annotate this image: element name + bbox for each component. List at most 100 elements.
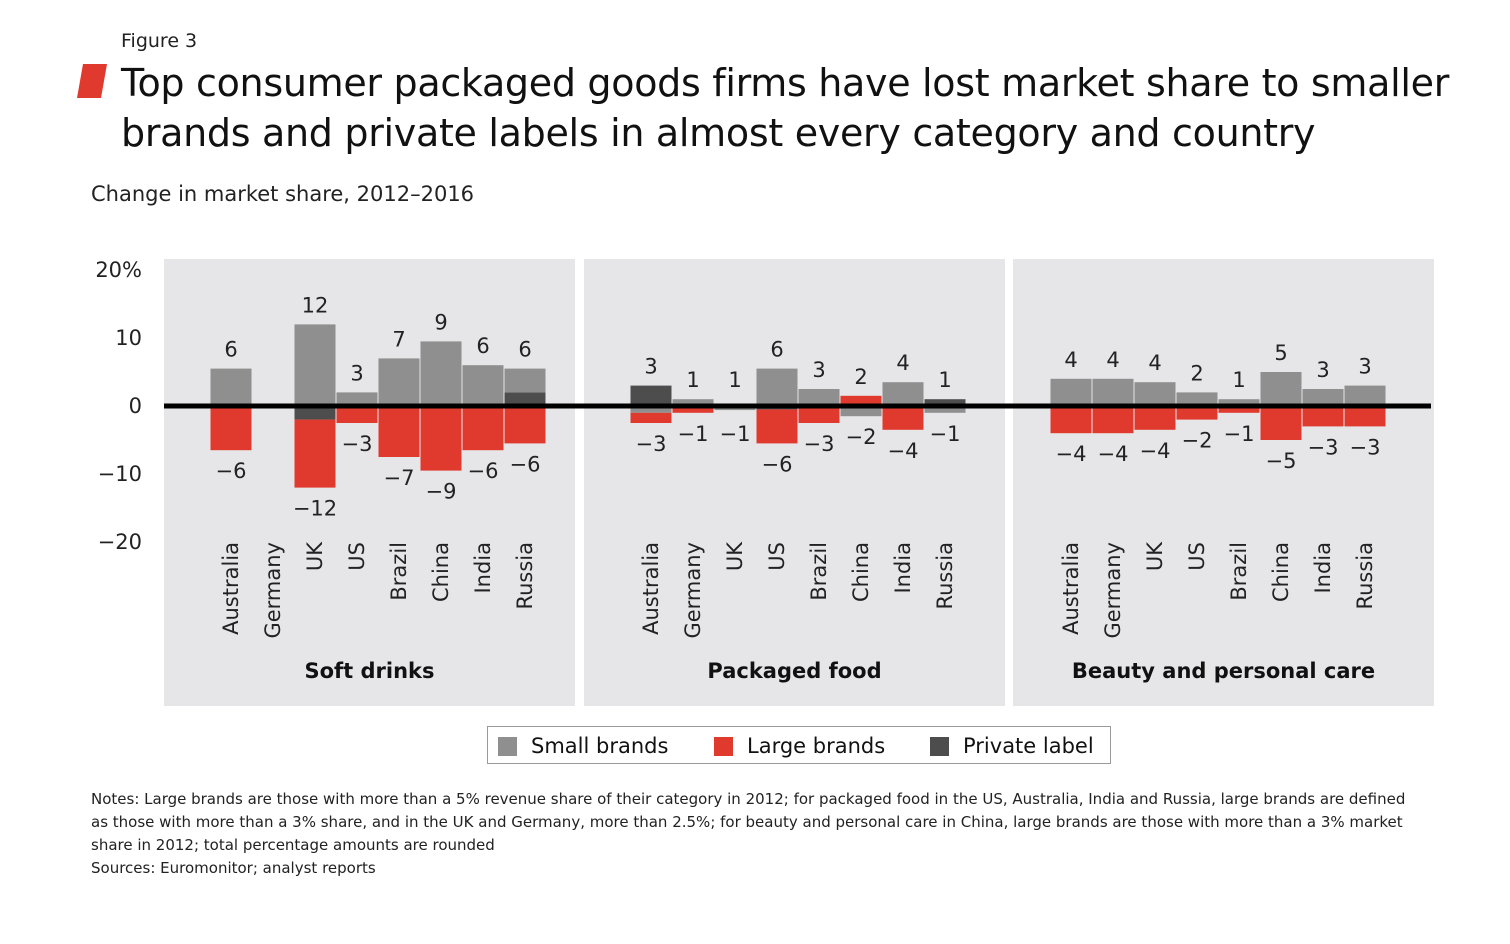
data-label-bottom: −3 — [804, 432, 835, 456]
notes-text: Notes: Large brands are those with more … — [91, 790, 1406, 854]
bar-small-india — [462, 365, 504, 406]
data-label-bottom: −1 — [678, 422, 709, 446]
bar-small-russia — [1344, 385, 1386, 406]
data-label-bottom: −1 — [930, 422, 961, 446]
legend-swatch-small-brands — [498, 736, 517, 756]
data-label-top: 4 — [896, 351, 909, 375]
data-label-bottom: −3 — [1308, 435, 1339, 459]
bar-private-russia — [924, 399, 966, 406]
x-tick-label-country: China — [849, 542, 873, 602]
data-label-bottom: −5 — [1266, 449, 1297, 473]
data-label-top: 12 — [302, 293, 329, 317]
bar-small-uk — [1134, 382, 1176, 406]
data-label-top: 1 — [1232, 368, 1245, 392]
sources-text: Sources: Euromonitor; analyst reports — [91, 859, 376, 877]
legend-item-large-brands: Large brands — [714, 732, 885, 760]
data-label-top: 4 — [1064, 348, 1077, 372]
bar-small-china — [1260, 372, 1302, 406]
x-tick-label-country: Germany — [681, 542, 705, 639]
bar-large-india — [882, 406, 924, 430]
x-tick-label-country: Brazil — [807, 542, 831, 601]
bar-private-russia — [504, 392, 546, 406]
data-label-bottom: −6 — [216, 459, 247, 483]
data-label-bottom: −3 — [342, 432, 373, 456]
data-label-top: 3 — [350, 361, 363, 385]
legend-item-private-label: Private label — [930, 732, 1094, 760]
bar-small-us — [1176, 392, 1218, 406]
data-label-top: 3 — [812, 358, 825, 382]
data-label-bottom: −3 — [636, 432, 667, 456]
bar-small-us — [756, 368, 798, 406]
x-tick-label-country: Brazil — [1227, 542, 1251, 601]
data-label-top: 4 — [1148, 351, 1161, 375]
x-tick-label-country: US — [1185, 542, 1209, 571]
data-label-top: 6 — [518, 338, 531, 362]
data-label-top: 1 — [938, 368, 951, 392]
data-label-bottom: −7 — [384, 466, 415, 490]
data-label-top: 4 — [1106, 348, 1119, 372]
data-label-bottom: −6 — [510, 452, 541, 476]
x-tick-label-country: Australia — [219, 542, 243, 635]
data-label-bottom: −6 — [468, 459, 499, 483]
data-label-top: 6 — [770, 338, 783, 362]
figure-label: Figure 3 — [121, 30, 198, 52]
legend-label-small-brands: Small brands — [531, 734, 669, 758]
bar-large-brazil — [798, 406, 840, 423]
data-label-bottom: −3 — [1350, 435, 1381, 459]
bar-large-us — [756, 409, 798, 444]
data-label-bottom: −6 — [762, 452, 793, 476]
x-tick-label-country: Australia — [639, 542, 663, 635]
bar-large-brazil — [378, 406, 420, 457]
x-tick-label-country: Germany — [261, 542, 285, 639]
panel-background-1 — [164, 259, 575, 706]
bar-small-australia — [210, 368, 252, 406]
data-label-top: 6 — [476, 334, 489, 358]
data-label-top: 2 — [1190, 361, 1203, 385]
data-label-top: 1 — [686, 368, 699, 392]
bar-private-uk — [294, 406, 336, 420]
y-tick-label: −10 — [98, 462, 142, 486]
y-tick-label: 0 — [129, 394, 142, 418]
data-label-top: 1 — [728, 368, 741, 392]
x-tick-label-country: UK — [723, 541, 747, 571]
bar-small-germany — [1092, 378, 1134, 406]
data-label-bottom: −9 — [426, 480, 457, 504]
x-tick-label-country: Brazil — [387, 542, 411, 601]
legend-item-small-brands: Small brands — [498, 732, 668, 760]
bar-small-brazil — [1218, 399, 1260, 406]
data-label-bottom: −2 — [1182, 429, 1213, 453]
bar-small-brazil — [378, 358, 420, 406]
data-label-top: 3 — [644, 355, 657, 379]
x-tick-label-country: China — [429, 542, 453, 602]
data-label-bottom: −4 — [1098, 442, 1129, 466]
panel-title: Beauty and personal care — [1072, 659, 1375, 683]
bar-large-india — [1302, 406, 1344, 427]
bar-large-china — [1260, 406, 1302, 440]
bar-small-germany — [672, 399, 714, 406]
bar-small-russia — [504, 368, 546, 393]
bar-large-russia — [1344, 406, 1386, 427]
bar-large-us — [336, 406, 378, 423]
x-tick-label-country: UK — [1143, 541, 1167, 571]
bar-large-china — [840, 395, 882, 406]
data-label-bottom: −1 — [1224, 422, 1255, 446]
bar-large-brazil — [1218, 406, 1260, 413]
chart-title: Top consumer packaged goods firms have l… — [121, 61, 1450, 155]
bar-large-uk — [1134, 406, 1176, 430]
panel-background-2 — [584, 259, 1005, 706]
data-label-top: 7 — [392, 327, 405, 351]
data-label-bottom: −4 — [1140, 439, 1171, 463]
bar-large-india — [462, 406, 504, 451]
data-label-top: 9 — [434, 310, 447, 334]
x-tick-label-country: India — [1311, 542, 1335, 594]
data-label-top: 3 — [1358, 355, 1371, 379]
bar-large-australia — [1050, 406, 1092, 434]
bar-small-uk — [294, 324, 336, 406]
bar-small-india — [1302, 389, 1344, 406]
x-tick-label-country: UK — [303, 541, 327, 571]
bar-large-us — [1176, 406, 1218, 420]
bar-small-australia — [1050, 378, 1092, 406]
bar-small-us — [336, 392, 378, 406]
